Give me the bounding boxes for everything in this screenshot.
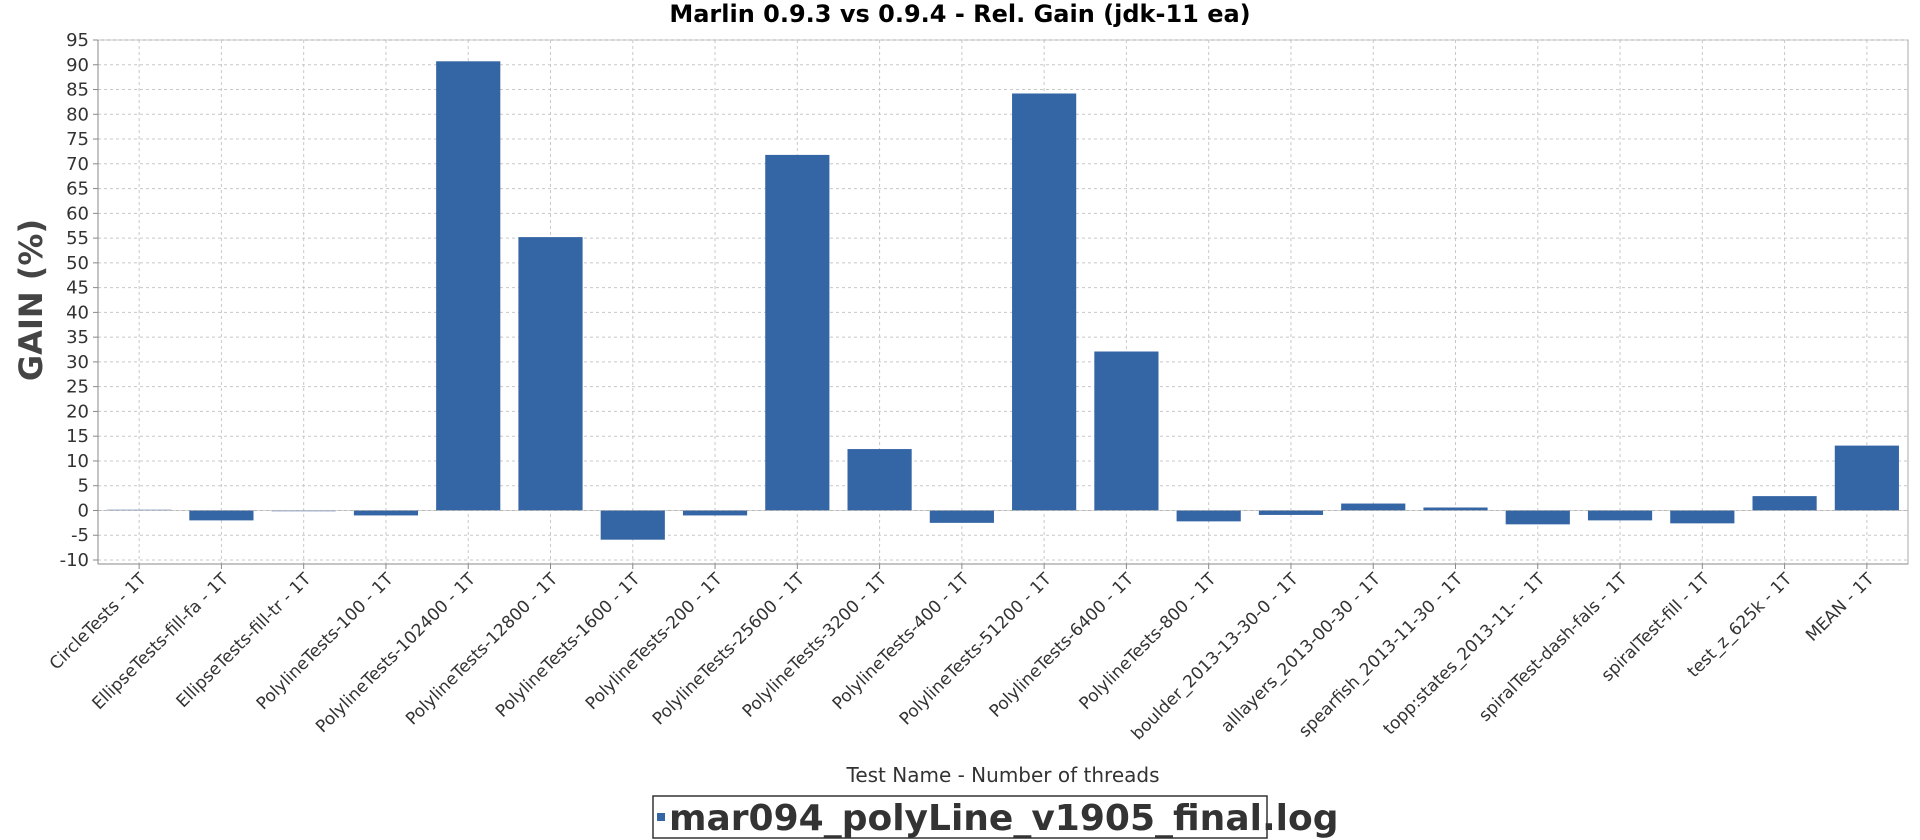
legend: mar094_polyLine_v1905_final.log <box>652 795 1338 839</box>
x-tick-label: PolylineTests-102400 - 1T <box>312 569 480 737</box>
bar <box>107 509 172 511</box>
y-tick-label: 75 <box>66 129 89 150</box>
bar <box>847 449 912 511</box>
bar <box>765 154 830 511</box>
x-tick-label: MEAN - 1T <box>1802 569 1879 646</box>
chart-title: Marlin 0.9.3 vs 0.9.4 - Rel. Gain (jdk-1… <box>669 0 1250 28</box>
x-tick-label: EllipseTests-fill-fa - 1T <box>88 569 233 714</box>
bar <box>1505 510 1570 525</box>
y-tick-label: 50 <box>66 253 89 274</box>
y-tick-label: 15 <box>66 426 89 447</box>
y-tick-label: 40 <box>66 302 89 323</box>
bar <box>1176 510 1241 522</box>
bar <box>271 510 336 512</box>
bar <box>929 510 994 523</box>
bar <box>518 237 583 511</box>
x-tick-label: PolylineTests-25600 - 1T <box>649 569 809 729</box>
y-tick-label: 60 <box>66 203 89 224</box>
x-tick-label: PolylineTests-800 - 1T <box>1076 569 1221 714</box>
y-axis-label: GAIN (%) <box>12 219 50 381</box>
x-tick-label: spiralTest-dash-fals - 1T <box>1475 569 1632 726</box>
bar <box>189 510 254 521</box>
bar <box>1012 93 1077 511</box>
x-tick-label: PolylineTests-200 - 1T <box>582 569 727 714</box>
x-tick-label: PolylineTests-400 - 1T <box>829 569 974 714</box>
y-tick-label: 95 <box>66 30 89 51</box>
y-tick-label: 25 <box>66 377 89 398</box>
y-tick-label: 45 <box>66 278 89 299</box>
x-tick-label: PolylineTests-6400 - 1T <box>986 569 1139 722</box>
x-tick-label: PolylineTests-3200 - 1T <box>739 569 892 722</box>
bar <box>1587 510 1653 521</box>
bars <box>98 61 1908 540</box>
x-tick-label: PolylineTests-1600 - 1T <box>492 569 645 722</box>
y-tick-label: 55 <box>66 228 89 249</box>
y-axis-ticks: -10 -5 0 5 10 15 20 25 30 35 40 45 50 55 60 65 70 75 80 85 9… <box>60 30 98 571</box>
x-tick-label: spearfish_2013-11-30 - 1T <box>1295 569 1467 741</box>
x-tick-label: EllipseTests-fill-tr - 1T <box>173 569 316 712</box>
bar <box>1258 510 1324 515</box>
y-tick-label: -10 <box>60 550 89 571</box>
y-tick-label: 80 <box>66 104 89 125</box>
y-tick-label: 5 <box>78 476 89 497</box>
bar <box>1670 510 1735 524</box>
x-axis-label: Test Name - Number of threads <box>846 763 1160 787</box>
bar <box>1752 496 1817 511</box>
bar <box>682 510 748 516</box>
y-tick-label: 30 <box>66 352 89 373</box>
plot-area <box>97 39 1909 565</box>
bar <box>353 510 419 516</box>
y-tick-label: 35 <box>66 327 89 348</box>
legend-swatch <box>657 813 665 821</box>
x-tick-label: PolylineTests-100 - 1T <box>253 569 398 714</box>
y-tick-label: -5 <box>71 525 89 546</box>
legend-label: mar094_polyLine_v1905_final.log <box>669 798 1338 839</box>
bar <box>1341 503 1406 511</box>
x-tick-label: boulder_2013-13-30-0 - 1T <box>1128 569 1303 744</box>
grid-lines <box>98 39 1908 564</box>
x-tick-label: topp:states_2013-11- - 1T <box>1380 569 1550 739</box>
x-tick-label: PolylineTests-12800 - 1T <box>402 569 562 729</box>
legend-box <box>652 795 1268 839</box>
bar <box>1423 507 1488 511</box>
bar <box>436 61 501 511</box>
x-tick-label: PolylineTests-51200 - 1T <box>896 569 1056 729</box>
y-tick-label: 70 <box>66 154 89 175</box>
x-tick-label: alllayers_2013-00-30 - 1T <box>1217 569 1385 737</box>
bar <box>1094 351 1159 511</box>
y-tick-label: 20 <box>66 401 89 422</box>
y-tick-label: 0 <box>78 500 89 521</box>
y-tick-label: 65 <box>66 179 89 200</box>
y-tick-label: 10 <box>66 451 89 472</box>
bar <box>1834 445 1899 511</box>
y-tick-label: 90 <box>66 55 89 76</box>
y-tick-label: 85 <box>66 80 89 101</box>
bar <box>600 510 665 540</box>
